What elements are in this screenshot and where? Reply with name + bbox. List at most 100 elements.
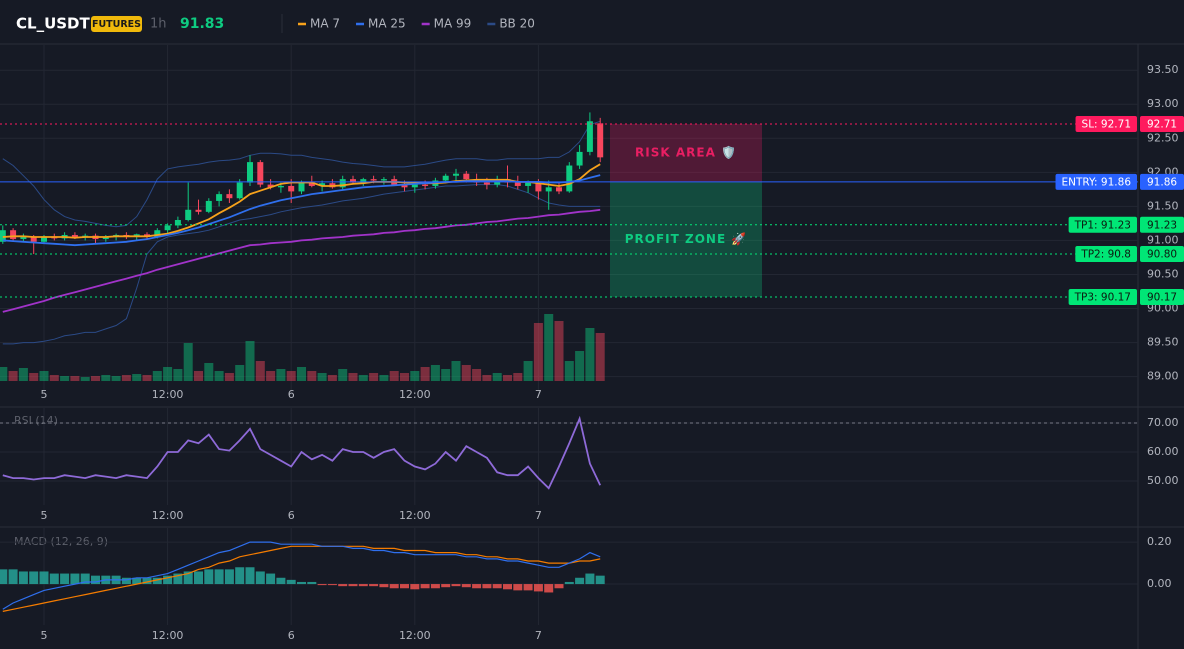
signal-line	[2, 545, 601, 612]
candle-body	[442, 175, 449, 181]
volume-bar	[482, 375, 492, 381]
histogram-bar	[503, 584, 512, 590]
price-tag-bg	[1140, 216, 1184, 233]
y-tick-label: 0.00	[1147, 577, 1172, 590]
histogram-bar	[8, 569, 18, 585]
histogram-bar	[235, 567, 245, 585]
volume-bar	[18, 368, 28, 381]
price-tag: 91.86	[1147, 176, 1177, 188]
volume-bar	[492, 373, 502, 381]
histogram-bar	[194, 571, 203, 585]
level-label-bg	[1068, 288, 1137, 305]
volume-bar	[204, 363, 214, 381]
ma-line	[2, 174, 601, 247]
y-tick-label: 91.00	[1147, 233, 1179, 246]
volume-bar	[80, 377, 90, 381]
macd-line	[2, 541, 601, 610]
candle-body	[370, 179, 377, 181]
x-tick-label: 6	[288, 509, 295, 522]
volume-bar	[400, 373, 409, 381]
candle-body	[576, 151, 583, 166]
histogram-bar	[142, 577, 152, 585]
histogram-bar	[389, 584, 399, 589]
level-label: TP2: 90.8	[1080, 249, 1131, 261]
histogram-bar	[379, 584, 389, 588]
level-label-bg	[1075, 246, 1137, 263]
volume-bar	[0, 367, 8, 381]
candle-body	[30, 237, 37, 242]
y-tick-label: 91.50	[1147, 199, 1179, 212]
legend-label: MA 25	[368, 17, 406, 31]
level-label-bg	[1075, 115, 1137, 132]
rsi-line	[2, 415, 602, 490]
volume-bar	[173, 369, 183, 381]
candle-body	[20, 237, 27, 240]
histogram-bar	[49, 573, 59, 585]
volume-bar	[544, 314, 554, 381]
volume-bar	[194, 371, 203, 381]
symbol: CL_USDT	[16, 15, 91, 33]
legend-label: MA 7	[310, 17, 340, 31]
volume-bar	[410, 371, 420, 381]
candle-body	[247, 162, 253, 183]
legend-label: MA 99	[434, 17, 472, 31]
volume-bar	[358, 375, 368, 381]
histogram-bar	[297, 581, 306, 585]
candle-body	[277, 185, 284, 188]
volume-bar	[533, 323, 543, 381]
histogram-bar	[245, 567, 255, 585]
candle-body	[205, 200, 212, 212]
candle-body	[216, 194, 223, 201]
candle-body	[586, 121, 593, 152]
histogram-bar	[163, 575, 173, 585]
histogram-bar	[307, 581, 317, 585]
y-tick-label: 93.50	[1147, 63, 1179, 76]
volume-bar	[379, 375, 389, 381]
y-tick-label: 92.50	[1147, 131, 1179, 144]
candle-body	[236, 182, 243, 199]
histogram-bar	[276, 577, 286, 585]
x-tick-label: 5	[41, 629, 48, 642]
candle-body	[453, 173, 459, 176]
histogram-bar	[286, 579, 296, 585]
candle-body	[422, 184, 429, 186]
volume-bar	[163, 367, 173, 381]
price-tag-bg	[1140, 288, 1184, 305]
histogram-bar	[327, 584, 337, 586]
level-label: TP3: 90.17	[1074, 291, 1131, 303]
histogram-bar	[173, 573, 183, 585]
candle-body	[164, 225, 171, 231]
x-tick-label: 12:00	[399, 388, 431, 401]
histogram-bar	[348, 584, 358, 587]
volume-bar	[420, 367, 430, 381]
volume-bar	[276, 369, 286, 381]
x-tick-label: 12:00	[152, 388, 184, 401]
volume-bar	[307, 371, 317, 381]
histogram-bar	[255, 571, 265, 585]
candle-body	[319, 183, 326, 186]
candle-body	[10, 230, 17, 240]
candle-body	[483, 182, 490, 185]
x-tick-label: 5	[41, 509, 48, 522]
volume-bar	[472, 369, 482, 381]
volume-bar	[121, 375, 131, 381]
volume-bar	[564, 361, 574, 381]
volume-bar	[389, 371, 399, 381]
histogram-bar	[214, 569, 224, 585]
candle-body	[174, 220, 181, 226]
histogram-bar	[132, 577, 142, 585]
zone-label: PROFIT ZONE 🚀	[625, 232, 748, 246]
histogram-bar	[472, 584, 482, 589]
histogram-bar	[224, 569, 234, 585]
volume-bar	[214, 371, 224, 381]
candle-body	[154, 230, 161, 238]
histogram-bar	[39, 571, 49, 585]
histogram-bar	[492, 584, 502, 589]
candle-body	[288, 185, 295, 192]
histogram-bar	[70, 573, 80, 585]
volume-bar	[441, 369, 451, 381]
histogram-bar	[0, 569, 8, 585]
volume-bar	[554, 321, 564, 381]
